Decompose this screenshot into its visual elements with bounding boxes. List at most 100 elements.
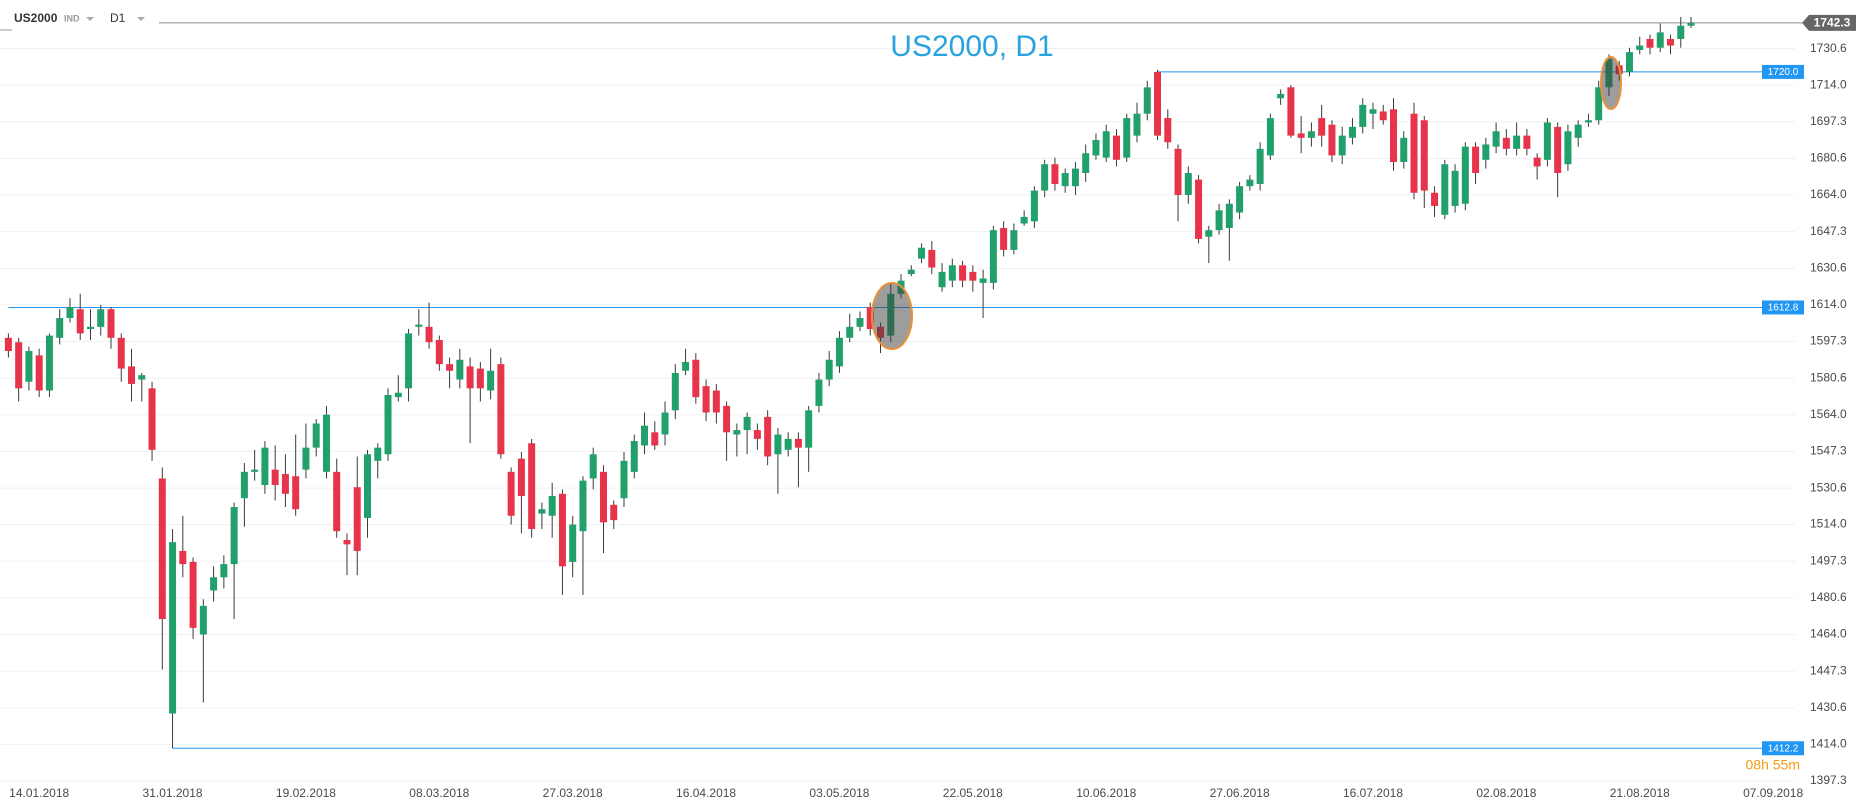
candle-body: [456, 359, 464, 380]
candle-body: [374, 447, 382, 461]
candle-body: [4, 337, 12, 351]
countdown: 08h 55m: [1746, 757, 1800, 773]
candle-body: [1595, 87, 1603, 121]
candle-body: [507, 471, 515, 516]
candle-body: [918, 247, 926, 259]
x-tick-label: 16.04.2018: [676, 786, 736, 800]
dropdown-arrow[interactable]: [86, 17, 94, 21]
x-tick-label: 22.05.2018: [943, 786, 1003, 800]
candle-body: [271, 469, 279, 486]
candle-body: [415, 324, 423, 327]
candle-body: [599, 471, 607, 523]
candle-body: [1451, 170, 1459, 206]
candle-body: [148, 388, 156, 450]
candle-body: [1348, 126, 1356, 138]
candle-body: [907, 269, 915, 275]
candle-body: [1174, 148, 1182, 195]
candle-body: [1061, 172, 1069, 187]
candle-body: [1667, 38, 1675, 46]
candle-body: [1328, 124, 1336, 156]
candle-body: [1236, 186, 1244, 213]
candle-body: [948, 265, 956, 281]
candle-body: [1554, 126, 1562, 173]
candle-body: [569, 524, 577, 562]
candle-body: [1184, 172, 1192, 195]
candle-body: [774, 434, 782, 455]
candle-body: [1390, 109, 1397, 163]
candle-body: [1010, 230, 1018, 250]
candle-body: [384, 394, 392, 455]
candle-body: [815, 379, 823, 406]
candle-body: [1492, 131, 1500, 147]
candle-body: [312, 423, 320, 448]
candle-body: [405, 333, 413, 389]
candle-body: [620, 460, 628, 499]
y-tick-label: 1730.6: [1810, 41, 1847, 55]
candle-body: [528, 443, 536, 529]
level-tag: [1762, 300, 1804, 315]
toolbar: US2000 IND D1: [0, 11, 145, 31]
candle-body: [1677, 25, 1685, 39]
axes: 1397.3 1414.0 1430.6 1447.3 1464.0 1480.6 1497…: [9, 14, 1856, 800]
candle-body: [1246, 179, 1254, 187]
candle-body: [497, 364, 505, 455]
candle-body: [1205, 230, 1213, 237]
candle-body: [1625, 52, 1633, 72]
candle-body: [1020, 216, 1028, 224]
y-tick-label: 1497.3: [1810, 553, 1847, 567]
candle-body: [35, 355, 43, 391]
y-tick-label: 1547.3: [1810, 444, 1847, 458]
last-price-tag: [1802, 14, 1856, 31]
candle-body: [1420, 120, 1428, 191]
candle-body: [928, 249, 936, 268]
level-tag-label: 1412.2: [1768, 743, 1799, 754]
candle-body: [723, 405, 731, 433]
highlight-ellipse: [1600, 56, 1622, 110]
dropdown-arrow[interactable]: [137, 17, 145, 21]
candle-body: [1123, 118, 1131, 158]
x-tick-label: 16.07.2018: [1343, 786, 1403, 800]
candle-body: [959, 265, 967, 281]
candle-body: [610, 504, 618, 521]
candle-body: [1041, 164, 1049, 191]
candle-body: [538, 509, 546, 514]
y-tick-label: 1464.0: [1810, 627, 1847, 641]
level-tag: [1762, 741, 1804, 756]
x-tick-label: 03.05.2018: [809, 786, 869, 800]
candle-body: [86, 326, 94, 330]
y-tick-label: 1564.0: [1810, 407, 1847, 421]
candle-body: [733, 430, 741, 435]
candle-body: [558, 493, 566, 567]
candle-body: [179, 550, 187, 565]
y-tick-label: 1397.3: [1810, 773, 1847, 787]
y-tick-label: 1580.6: [1810, 370, 1847, 384]
candle-body: [1307, 131, 1315, 138]
candle-body: [138, 375, 146, 380]
candle-body: [866, 307, 874, 330]
x-tick-label: 08.03.2018: [409, 786, 469, 800]
candle-body: [302, 447, 310, 470]
candle-body: [1338, 135, 1346, 156]
symbol[interactable]: US2000: [14, 11, 58, 25]
candle-body: [364, 454, 371, 518]
x-tick-label: 27.03.2018: [543, 786, 603, 800]
y-tick-label: 1597.3: [1810, 334, 1847, 348]
candle-body: [435, 339, 443, 365]
highlight-ellipse: [871, 282, 913, 350]
candle-body: [220, 564, 228, 578]
candle-body: [394, 392, 402, 398]
candle-body: [1143, 87, 1151, 114]
candle-body: [45, 335, 53, 391]
candle-body: [702, 386, 710, 413]
y-tick-label: 1447.3: [1810, 663, 1847, 677]
candle-body: [1636, 45, 1644, 50]
x-tick-label: 10.06.2018: [1076, 786, 1136, 800]
candle-body: [1482, 144, 1490, 160]
candle-body: [1502, 137, 1510, 149]
candle-body: [1051, 164, 1059, 184]
candle-body: [487, 370, 495, 391]
candle-body: [989, 230, 997, 283]
timeframe[interactable]: D1: [110, 11, 126, 25]
candle-body: [753, 430, 761, 439]
level-tag: [1762, 64, 1804, 79]
